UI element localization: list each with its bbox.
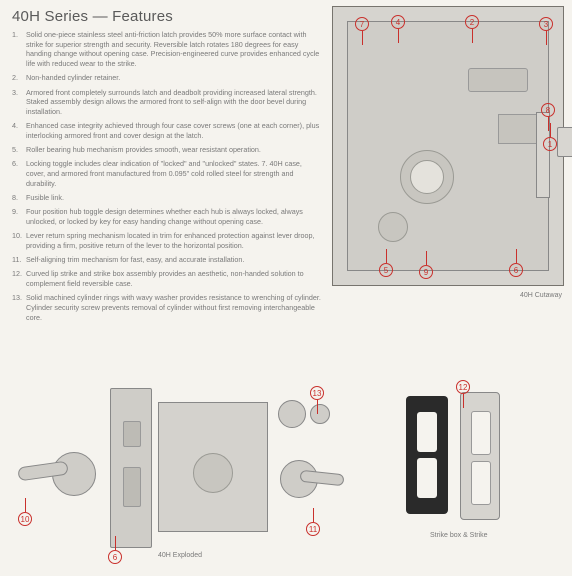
callout-7: 7 [355, 17, 369, 31]
leader-line [313, 508, 314, 522]
faceplate-latch-hole [123, 421, 141, 447]
strike-box-hole-top [417, 412, 437, 452]
callout-6: 6 [108, 550, 122, 564]
feature-item: 11.Self-aligning trim mechanism for fast… [12, 255, 322, 265]
leader-line [516, 249, 517, 263]
callout-11: 11 [306, 522, 320, 536]
feature-item: 6.Locking toggle includes clear indicati… [12, 159, 322, 188]
strike-slot-bottom [471, 461, 491, 505]
feature-item: 1.Solid one-piece stainless steel anti-f… [12, 30, 322, 69]
cutaway-caption: 40H Cutaway [520, 292, 562, 299]
faceplate-bolt-hole [123, 467, 141, 507]
callout-5: 5 [379, 263, 393, 277]
leader-line [426, 251, 427, 265]
leader-line [463, 394, 464, 408]
features-list: 1.Solid one-piece stainless steel anti-f… [12, 30, 322, 327]
callout-12: 12 [456, 380, 470, 394]
callout-10: 10 [18, 512, 32, 526]
feature-item: 2.Non-handed cylinder retainer. [12, 73, 322, 83]
leader-line [548, 117, 549, 131]
leader-line [398, 29, 399, 43]
callout-4: 4 [391, 15, 405, 29]
spring-coil [378, 212, 408, 242]
strike-diagram: 12 Strike box & Strike [398, 382, 548, 552]
callout-13: 13 [310, 386, 324, 400]
strike-plate [460, 392, 500, 520]
leader-line [550, 123, 551, 137]
feature-item: 8.Fusible link. [12, 193, 322, 203]
mortise-case [158, 402, 268, 532]
callout-9: 9 [419, 265, 433, 279]
leader-line [362, 31, 363, 45]
cutaway-diagram: 7 4 2 3 8 1 5 9 6 [332, 6, 564, 286]
leader-line [546, 31, 547, 45]
feature-item: 10.Lever return spring mechanism located… [12, 231, 322, 250]
cutaway-case [347, 21, 549, 271]
callout-8: 8 [541, 103, 555, 117]
cylinder-ring [310, 404, 330, 424]
feature-item: 4.Enhanced case integrity achieved throu… [12, 121, 322, 140]
deadbolt-block [498, 114, 538, 144]
cylinder-retainer [468, 68, 528, 92]
callout-2: 2 [465, 15, 479, 29]
leader-line [25, 498, 26, 512]
inside-lever [280, 454, 346, 514]
callout-3: 3 [539, 17, 553, 31]
feature-item: 3.Armored front completely surrounds lat… [12, 88, 322, 117]
strike-box-hole-bottom [417, 458, 437, 498]
feature-item: 5.Roller bearing hub mechanism provides … [12, 145, 322, 155]
strike-slot-top [471, 411, 491, 455]
feature-item: 13.Solid machined cylinder rings with wa… [12, 293, 322, 322]
outside-lever [24, 442, 96, 512]
latch-bolt [557, 127, 572, 157]
leader-line [317, 400, 318, 414]
leader-line [472, 29, 473, 43]
strike-box [406, 396, 448, 514]
cylinder [278, 400, 306, 428]
exploded-diagram: 10 6 11 13 40H Exploded [10, 382, 362, 564]
exploded-caption: 40H Exploded [158, 552, 202, 559]
hub-inner [410, 160, 444, 194]
feature-item: 12.Curved lip strike and strike box asse… [12, 269, 322, 288]
case-hub [193, 453, 233, 493]
feature-item: 9.Four position hub toggle design determ… [12, 207, 322, 226]
callout-6: 6 [509, 263, 523, 277]
strike-caption: Strike box & Strike [430, 532, 488, 539]
callout-1: 1 [543, 137, 557, 151]
faceplate [110, 388, 152, 548]
page-title: 40H Series — Features [12, 8, 173, 25]
leader-line [386, 249, 387, 263]
leader-line [115, 536, 116, 550]
